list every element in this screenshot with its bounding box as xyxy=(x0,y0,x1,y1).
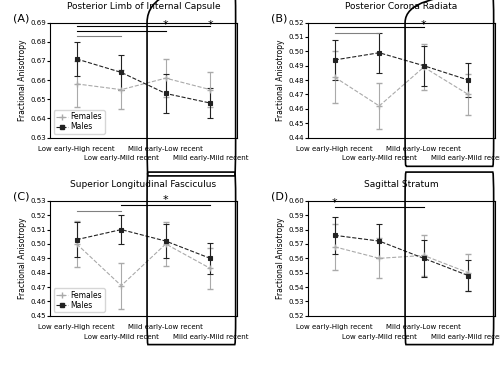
Text: Mild early-Mild recent: Mild early-Mild recent xyxy=(430,155,500,161)
Text: Low early-High recent: Low early-High recent xyxy=(38,146,115,152)
Title: Posterior Limb of Internal Capsule: Posterior Limb of Internal Capsule xyxy=(66,2,220,11)
Text: *: * xyxy=(208,20,213,30)
Title: Superior Longitudinal Fasciculus: Superior Longitudinal Fasciculus xyxy=(70,180,217,189)
Text: *: * xyxy=(163,195,168,205)
Text: Mild early-Low recent: Mild early-Low recent xyxy=(128,324,203,330)
Y-axis label: Fractional Anisotropy: Fractional Anisotropy xyxy=(18,39,28,121)
Text: *: * xyxy=(163,20,168,30)
Text: *: * xyxy=(421,20,426,30)
Text: Low early-High recent: Low early-High recent xyxy=(296,146,373,152)
Text: (C): (C) xyxy=(12,192,29,202)
Text: Low early-High recent: Low early-High recent xyxy=(38,324,115,330)
Legend: Females, Males: Females, Males xyxy=(54,288,104,312)
Text: Mild early-Low recent: Mild early-Low recent xyxy=(386,146,461,152)
Title: Sagittal Stratum: Sagittal Stratum xyxy=(364,180,439,189)
Text: Low early-Mild recent: Low early-Mild recent xyxy=(342,334,416,340)
Text: Low early-Mild recent: Low early-Mild recent xyxy=(84,155,158,161)
Text: Mild early-Low recent: Mild early-Low recent xyxy=(128,146,203,152)
Legend: Females, Males: Females, Males xyxy=(54,110,104,134)
Text: (D): (D) xyxy=(270,192,288,202)
Y-axis label: Fractional Anisotropy: Fractional Anisotropy xyxy=(276,218,285,299)
Title: Posterior Corona Radiata: Posterior Corona Radiata xyxy=(346,2,458,11)
Text: Low early-High recent: Low early-High recent xyxy=(296,324,373,330)
Text: Low early-Mild recent: Low early-Mild recent xyxy=(342,155,416,161)
Text: Low early-Mild recent: Low early-Mild recent xyxy=(84,334,158,340)
Text: *: * xyxy=(332,198,338,208)
Y-axis label: Fractional Anisotropy: Fractional Anisotropy xyxy=(18,218,28,299)
Text: Mild early-Low recent: Mild early-Low recent xyxy=(386,324,461,330)
Text: Mild early-Mild recent: Mild early-Mild recent xyxy=(172,155,248,161)
Text: (A): (A) xyxy=(12,14,29,23)
Text: (B): (B) xyxy=(270,14,287,23)
Text: Mild early-Mild recent: Mild early-Mild recent xyxy=(172,334,248,340)
Y-axis label: Fractional Anisotropy: Fractional Anisotropy xyxy=(276,39,285,121)
Text: Mild early-Mild recent: Mild early-Mild recent xyxy=(430,334,500,340)
